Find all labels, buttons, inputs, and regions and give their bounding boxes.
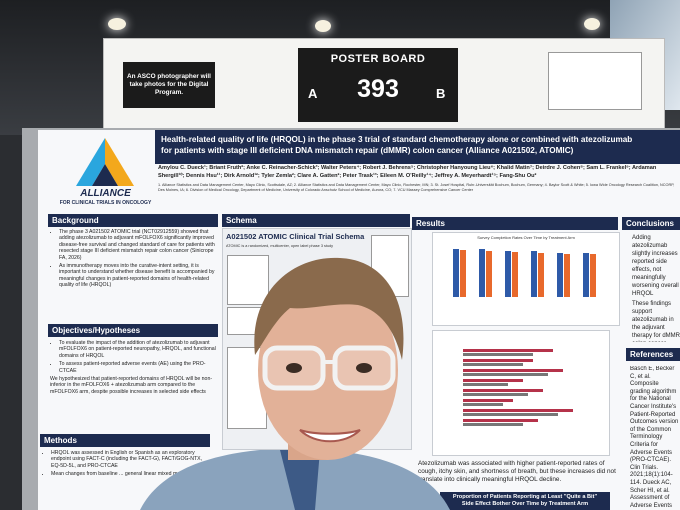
bar-shape [564,254,570,297]
bullet: Mean changes from baseline ... general l… [51,471,210,477]
bar-shape [557,253,563,297]
bar-shape [538,253,544,297]
table-title-line: Side Effect Bother Over Time by Treatmen… [461,501,589,507]
table-title-line: Proportion of Patients Reporting at Leas… [452,494,598,500]
bar-shape [463,419,538,422]
section-heading: Schema [222,214,410,227]
bar-shape [531,251,537,297]
poster-title: for patients with stage III deficient DN… [161,146,574,155]
logo-shape [105,138,134,186]
bar-shape [463,423,523,426]
ceiling-light [584,18,600,30]
board-number-box: POSTER BOARD A 393 B [298,48,458,122]
results-chart: Survey Completion Rates Over Time by Tre… [432,232,620,326]
bar-shape [486,251,492,297]
bar-shape [463,393,528,396]
hair [254,257,404,360]
section-text: The phase 3 A021502 ATOMIC trial (NCT029… [50,229,218,321]
bar-shape [512,252,518,297]
bar-shape [583,253,589,297]
logo-shape [76,138,105,186]
section-text: To evaluate the impact of the addition o… [50,340,218,432]
section-heading: Conclusions [622,217,680,230]
bullet: As immunotherapy moves into the curative… [59,263,218,289]
bullet: HRQOL was assessed in English or Spanish… [51,450,210,469]
section-text: Adding atezolizumab slightly increases r… [624,234,680,342]
bullet: The phase 3 A021502 ATOMIC trial (NCT029… [59,229,218,261]
notice-text: An ASCO photographer will take photos fo… [127,73,211,96]
bar-shape [463,413,558,416]
logo-subtitle: FOR CLINICAL TRIALS IN ONCOLOGY [59,200,152,206]
bar-shape [463,379,523,382]
bullet: To assess patient-reported adverse event… [59,361,218,374]
bar-shape [463,403,503,406]
side-b: B [436,86,446,101]
bar-shape [590,254,596,297]
bullet: These findings support atezolizumab in t… [632,300,680,342]
section-heading: Objectives/Hypotheses [48,324,218,337]
bar-shape [463,349,553,352]
side-a: A [308,86,318,101]
bar-illustration [453,249,596,297]
person [140,257,450,510]
eye [356,363,372,373]
schema-title: A021502 ATOMIC Clinical Trial Schema [226,232,365,241]
bar-shape [463,363,523,366]
results-chart [432,330,610,456]
schema-subtitle: ATOMIC is a randomized, multicenter, ope… [226,244,334,248]
schema-box [227,255,269,305]
references-text: Basch E, Becker C, et al. Composite grad… [630,366,679,509]
bar-shape [463,409,573,412]
section-heading: References [626,348,680,361]
ceiling-light [315,20,331,32]
chart-title: Survey Completion Rates Over Time by Tre… [477,235,575,240]
bullet: To evaluate the impact of the addition o… [59,340,218,359]
section-heading: Methods [40,434,210,447]
qr-card [548,52,642,110]
section-heading: Background [48,214,218,227]
results-finding: Atezolizumab was associated with higher … [418,460,616,483]
bar-shape [463,383,508,386]
bar-shape [479,249,485,297]
logo-name: ALLIANCE [80,188,131,199]
bar-shape [463,359,533,362]
smile [299,429,361,443]
board-label: POSTER BOARD [330,53,426,65]
section-text: HRQOL was assessed in English or Spanish… [42,450,210,510]
eye [286,363,302,373]
bar-shape [463,369,563,372]
poster-title: Health-related quality of life (HRQOL) i… [161,135,633,144]
bar-shape [453,249,459,297]
bar-shape [463,389,543,392]
authors: Amylou C. Dueck¹; Briant Fruth²; Anke C.… [158,165,657,179]
logo-shape [92,164,118,186]
bar-shape [505,251,511,297]
asco-notice: An ASCO photographer will take photos fo… [123,62,215,108]
hypothesis: We hypothesized that patient-reported do… [50,376,213,395]
bar-shape [463,373,548,376]
bullet: Adding atezolizumab slightly increases r… [632,234,680,298]
affiliations: 1. Alliance Statistics and Data Manageme… [158,183,675,192]
section-heading: Results [412,217,618,230]
bar-shape [460,250,466,297]
bar-shape [463,353,533,356]
board-number: 393 [357,75,399,103]
title-bar: Health-related quality of life (HRQOL) i… [155,130,680,164]
logo-mark [76,138,134,186]
shirt [280,450,320,510]
table-title: Proportion of Patients Reporting at Leas… [440,492,610,510]
bar-shape [463,399,513,402]
face [258,280,398,460]
ceiling-light [108,18,126,30]
bar-illustration [463,349,573,426]
